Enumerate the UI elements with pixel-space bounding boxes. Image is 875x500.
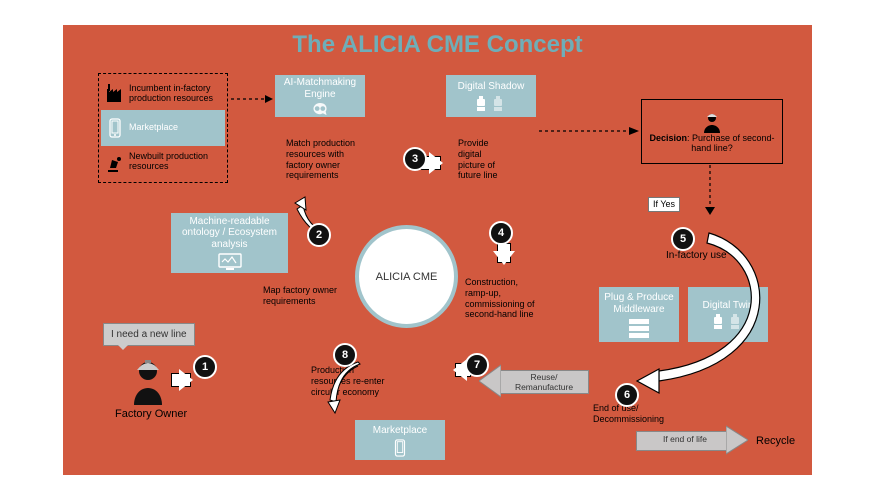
dash-arrow-down	[703, 165, 717, 215]
factory-owner-label: Factory Owner	[115, 408, 187, 421]
step-4: 4	[489, 221, 513, 245]
dash-arrow-decision	[539, 125, 639, 137]
tile-ai: AI-MatchmakingEngine	[275, 75, 365, 117]
step-3: 3	[403, 147, 427, 171]
newbuilt-label: Newbuilt production resources	[127, 152, 223, 172]
arrow-1	[171, 373, 191, 387]
hub-circle: ALICIA CME	[355, 225, 458, 328]
page-title: The ALICIA CME Concept	[63, 31, 812, 59]
endlife-label: If end of life	[630, 434, 740, 444]
bubble-text: I need a new line	[111, 329, 187, 340]
speech-bubble: I need a new line	[103, 323, 195, 346]
reuse-arrow: Reuse/Remanufacture	[479, 363, 589, 399]
robot-pair-icon	[474, 95, 508, 113]
step-5: 5	[671, 227, 695, 251]
tile-ontology: Machine-readableontology / Ecosystemanal…	[171, 213, 288, 273]
diagram-canvas: The ALICIA CME Concept Incumbent in-fact…	[63, 25, 812, 475]
cap-3b: Providedigitalpicture offuture line	[458, 138, 520, 181]
tile-ontology-label: Machine-readableontology / Ecosystemanal…	[178, 214, 281, 253]
factory-owner-icon	[128, 357, 168, 405]
factory-icon	[103, 84, 127, 104]
cap-6: End of use/Decommissioning	[593, 403, 683, 425]
arrow-5to6	[619, 223, 799, 398]
step-2: 2	[307, 223, 331, 247]
arrow-4d	[497, 243, 511, 263]
brain-icon	[310, 102, 330, 117]
step-6: 6	[615, 383, 639, 407]
tile-marketplace: Marketplace	[355, 420, 445, 460]
cap-2: Map factory ownerrequirements	[263, 285, 353, 307]
dash-arrow-ai	[231, 93, 273, 105]
decision-box: Decision: Purchase of second-hand line?	[641, 99, 783, 164]
tile-marketplace-label: Marketplace	[369, 423, 431, 439]
decision-text: Decision: Purchase of second-hand line?	[642, 133, 782, 153]
monitor-icon	[217, 252, 243, 272]
cap-4: Construction,ramp-up,commissioning ofsec…	[465, 277, 560, 320]
arrow-8	[318, 360, 368, 415]
tile-ai-label: AI-MatchmakingEngine	[280, 75, 360, 102]
phone-icon-2	[393, 439, 407, 457]
step-1: 1	[193, 355, 217, 379]
hub-label: ALICIA CME	[376, 271, 438, 283]
tile-shadow: Digital Shadow	[446, 75, 536, 117]
step-8: 8	[333, 343, 357, 367]
newbuilt-row: Newbuilt production resources	[103, 146, 223, 178]
incumbent-row: Incumbent in-factory production resource…	[103, 78, 223, 110]
if-yes-label: If Yes	[648, 197, 680, 212]
endlife-arrow: If end of life	[636, 425, 746, 455]
recycle-label: Recycle	[756, 435, 795, 448]
tile-shadow-label: Digital Shadow	[454, 79, 529, 95]
step-7: 7	[465, 353, 489, 377]
reuse-label: Reuse/Remanufacture	[489, 372, 599, 392]
marketplace-row: Marketplace	[101, 110, 225, 146]
person-icon	[701, 111, 723, 133]
resource-sources-box: Incumbent in-factory production resource…	[98, 73, 228, 183]
incumbent-label: Incumbent in-factory production resource…	[127, 84, 223, 104]
marketplace-label-sb: Marketplace	[127, 123, 223, 133]
phone-icon	[103, 118, 127, 138]
robot-arm-icon	[103, 152, 127, 172]
cap-3: Match productionresources withfactory ow…	[286, 138, 378, 181]
